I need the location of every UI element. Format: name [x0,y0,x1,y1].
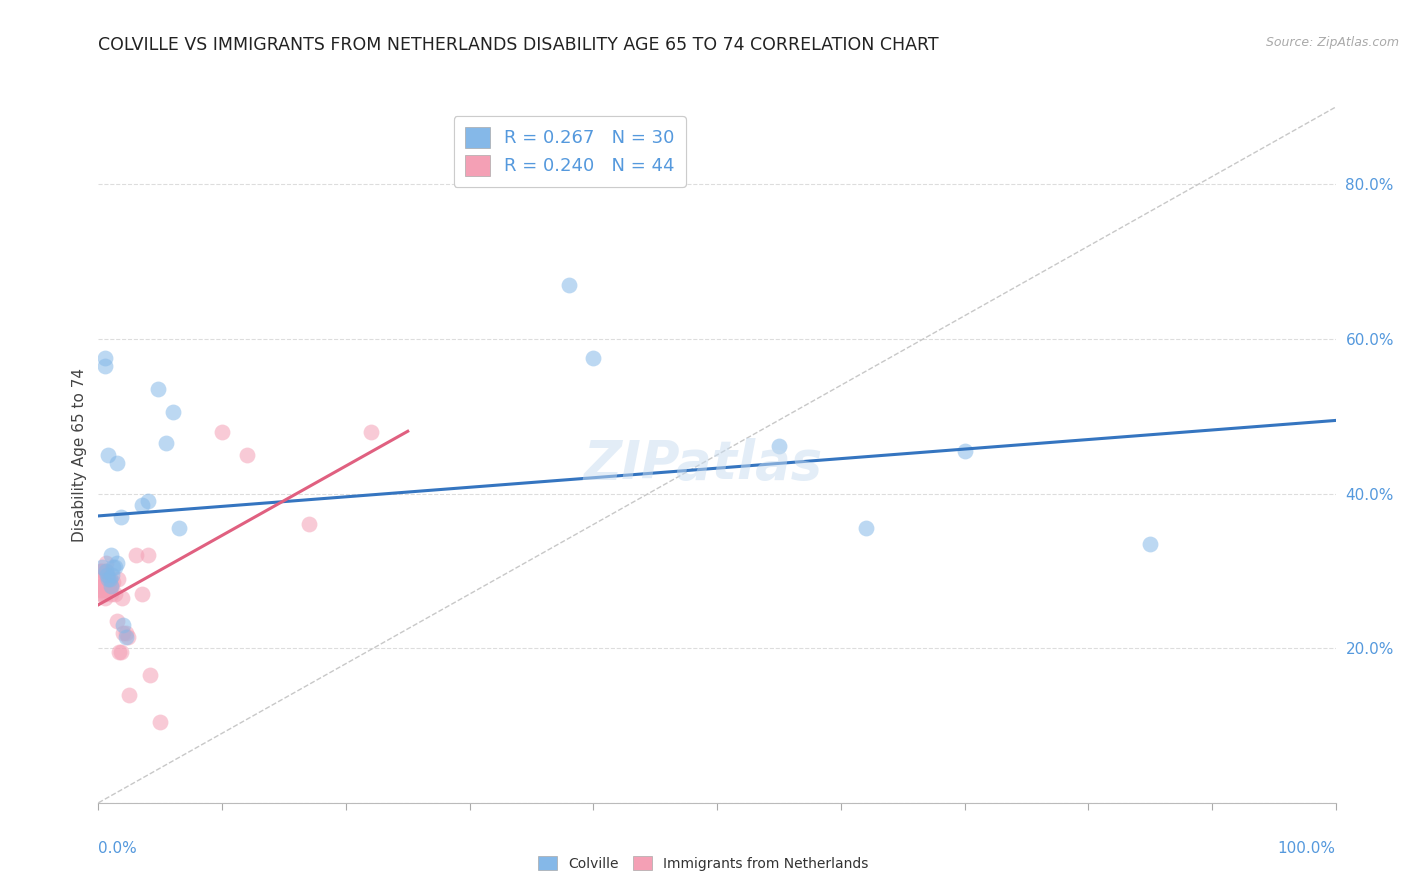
Point [93,575,115,590]
Point [93,351,115,366]
Point [149,714,172,729]
Point [105,556,128,570]
Point [103,560,125,574]
Point [298,517,321,532]
Point [89,564,111,578]
Point [131,587,153,601]
Point [94,564,117,578]
Point [112,625,135,640]
Point [953,444,976,458]
Point [89,572,111,586]
Point [146,382,169,396]
Point [97,448,120,462]
Point [112,618,135,632]
Point [96,583,118,598]
Point [360,425,382,439]
Point [93,579,115,593]
Point [107,572,129,586]
Point [111,591,134,605]
Point [93,587,115,601]
Point [139,668,162,682]
Point [768,439,790,453]
Point [100,587,122,601]
Point [136,494,159,508]
Point [103,575,125,590]
Point [117,630,139,644]
Point [103,587,125,601]
Point [96,567,118,582]
Point [89,579,111,593]
Point [98,572,121,586]
Point [93,359,115,373]
Point [1139,537,1161,551]
Point [93,591,115,605]
Point [93,564,115,578]
Point [110,509,132,524]
Point [98,575,121,590]
Point [98,583,121,598]
Point [91,587,114,601]
Point [90,564,112,578]
Point [114,625,136,640]
Text: 0.0%: 0.0% [98,841,138,856]
Point [167,521,190,535]
Point [114,630,136,644]
Point [94,564,117,578]
Point [124,549,146,563]
Point [105,614,128,628]
Point [91,560,114,574]
Point [90,583,112,598]
Point [557,277,579,292]
Legend: Colville, Immigrants from Netherlands: Colville, Immigrants from Netherlands [531,850,875,876]
Point [97,572,120,586]
Point [90,579,112,593]
Point [131,498,153,512]
Text: ZIPatlas: ZIPatlas [583,438,823,490]
Point [118,688,141,702]
Point [110,645,132,659]
Legend: R = 0.267   N = 30, R = 0.240   N = 44: R = 0.267 N = 30, R = 0.240 N = 44 [454,116,686,186]
Point [855,521,877,535]
Text: Source: ZipAtlas.com: Source: ZipAtlas.com [1265,36,1399,49]
Point [155,436,177,450]
Point [97,583,120,598]
Point [136,549,159,563]
Point [100,579,122,593]
Point [91,579,114,593]
Point [100,579,122,593]
Text: COLVILLE VS IMMIGRANTS FROM NETHERLANDS DISABILITY AGE 65 TO 74 CORRELATION CHAR: COLVILLE VS IMMIGRANTS FROM NETHERLANDS … [98,36,939,54]
Point [100,549,122,563]
Point [236,448,259,462]
Point [91,583,114,598]
Point [103,560,125,574]
Point [97,572,120,586]
Point [108,645,131,659]
Point [211,425,233,439]
Point [162,405,184,419]
Point [94,556,117,570]
Point [101,567,124,582]
Text: 100.0%: 100.0% [1278,841,1336,856]
Point [105,456,128,470]
Point [582,351,605,366]
Point [96,567,118,582]
Y-axis label: Disability Age 65 to 74: Disability Age 65 to 74 [72,368,87,542]
